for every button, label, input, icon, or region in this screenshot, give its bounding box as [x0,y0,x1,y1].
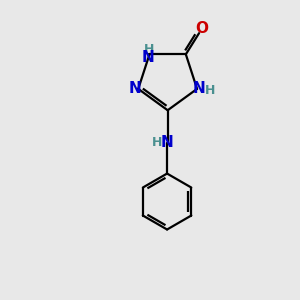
Text: H: H [152,136,162,149]
Text: N: N [142,50,154,65]
Text: H: H [205,84,215,97]
Text: H: H [144,43,155,56]
Text: N: N [161,135,173,150]
Text: N: N [128,81,141,96]
Text: N: N [193,81,206,96]
Text: O: O [196,21,208,36]
